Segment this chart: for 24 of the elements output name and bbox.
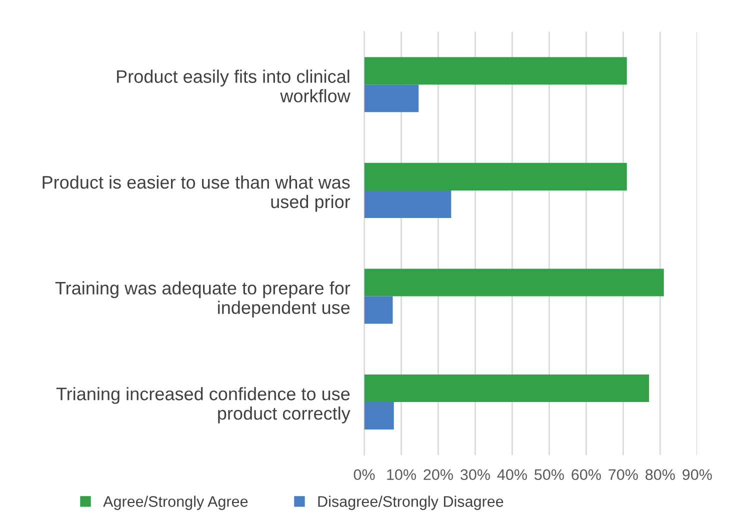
x-tick-label: 80% [646, 469, 675, 480]
bar [364, 402, 394, 430]
bar [364, 84, 419, 112]
bar [364, 296, 393, 324]
x-tick-label: 0% [354, 469, 375, 480]
bar [364, 374, 650, 402]
x-tick-label: 40% [497, 469, 527, 480]
y-tick-label: Product easily fits into clinical workflow [117, 70, 350, 102]
bar [364, 190, 452, 218]
x-tick-label: 60% [572, 469, 601, 480]
bar [364, 268, 664, 296]
legend-label: Agree/Strongly Agree [103, 496, 248, 510]
y-tick-label: Training was adequate to prepare for independent use [55, 281, 350, 318]
x-tick-label: 10% [387, 469, 416, 480]
bar [364, 162, 627, 190]
x-tick-label: 20% [424, 469, 453, 480]
x-tick-label: 50% [534, 469, 564, 480]
legend-label: Disagree/Strongly Disagree [318, 496, 504, 510]
x-tick-label: 90% [682, 469, 712, 480]
y-tick-label: Product is easier to use than what was used prior [42, 175, 350, 212]
x-tick-label: 70% [608, 469, 638, 480]
x-tick-label: 30% [460, 469, 490, 480]
bar [364, 57, 627, 85]
y-tick-label: Trianing increased confidence to use product correctly [56, 387, 350, 424]
